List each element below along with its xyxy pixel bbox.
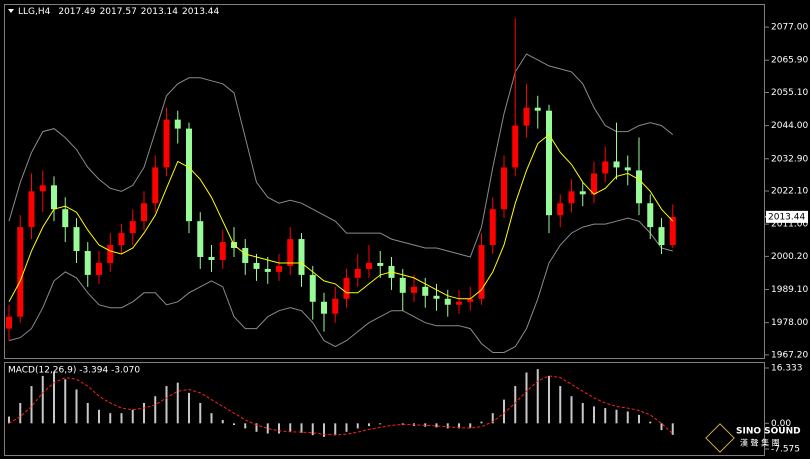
y-tick-label: 2011.00 (771, 220, 808, 230)
candle-body (197, 221, 204, 257)
header-value: 2013.44 (182, 7, 219, 17)
candle-body (647, 203, 654, 228)
candle-body (557, 203, 564, 216)
candle-body (523, 107, 530, 126)
candle-body (276, 265, 282, 272)
header-value: 2017.57 (100, 7, 137, 17)
candle-body (501, 167, 507, 210)
candle-body (332, 298, 339, 314)
bollinger-upper (8, 53, 674, 258)
candle-body (17, 227, 24, 317)
logo-name: SINO SOUND (736, 427, 801, 437)
candle-body (28, 191, 35, 228)
candle-body (343, 277, 350, 299)
candle-body (174, 119, 181, 129)
candle-body (568, 191, 575, 204)
y-tick-label: 1978.00 (771, 318, 808, 328)
candle-body (478, 245, 485, 299)
candle-body (366, 262, 372, 269)
header-value: 2017.49 (58, 7, 95, 17)
candle-body (253, 262, 260, 269)
y-tick-label: 2055.10 (771, 88, 808, 98)
candle-body (242, 248, 249, 263)
candle-body (433, 295, 440, 299)
candle-body (264, 268, 271, 272)
candle-body (579, 191, 586, 195)
candle-body (321, 301, 327, 314)
macd-panel (4, 362, 765, 456)
candle-body (591, 173, 597, 195)
y-tick-label: 2077.00 (771, 23, 808, 33)
candle-body (163, 119, 170, 168)
candle-body (422, 286, 429, 296)
candle-body (546, 110, 552, 216)
candle-body (399, 277, 406, 293)
candle-body (129, 221, 136, 234)
candle-body (118, 233, 125, 246)
header-value: 2013.14 (141, 7, 178, 17)
candle-body (489, 209, 496, 246)
candle-body (456, 301, 462, 305)
candle-body (107, 245, 114, 263)
logo: SINO SOUND 漢 聲 集 團 (705, 423, 801, 453)
candle-body (298, 239, 305, 275)
signal-line (8, 375, 674, 436)
y-tick-label: 1989.10 (771, 285, 808, 295)
bollinger-lower (8, 217, 673, 353)
candle-body (613, 161, 620, 168)
candle-body (354, 268, 361, 278)
chart-header: LLG,H4 2017.49 2017.57 2013.14 2013.44 (18, 7, 220, 17)
y-tick-label: 2044.00 (771, 121, 808, 131)
last-price-label: 2013.44 (768, 212, 805, 222)
y-tick-label: -7.575 (771, 445, 800, 455)
moving-average (8, 133, 674, 303)
candle-body (6, 316, 12, 329)
candle-body (624, 167, 631, 171)
y-tick-label: 16.333 (771, 364, 803, 374)
macd-label: MACD(12,26,9) -3.394 -3.070 (8, 366, 140, 376)
candle-body (84, 251, 91, 275)
candle-body (219, 242, 226, 260)
main-panel (4, 4, 765, 359)
candle-body (73, 227, 80, 252)
menu-arrow[interactable] (8, 9, 14, 13)
symbol: LLG,H4 (18, 7, 51, 17)
candle-body (51, 185, 57, 210)
logo-chinese: 漢 聲 集 團 (740, 438, 780, 448)
candle-body (512, 125, 519, 168)
y-tick-label: 0.00 (771, 419, 791, 429)
y-tick-label: 2032.90 (771, 154, 808, 164)
candle-body (96, 262, 102, 275)
candle-body (309, 274, 316, 302)
y-tick-label: 2065.90 (771, 56, 808, 66)
y-tick-label: 1967.20 (771, 350, 808, 360)
candle-body (62, 209, 69, 228)
y-tick-label: 2022.10 (771, 187, 808, 197)
logo-icon (705, 423, 735, 453)
candle-body (208, 256, 215, 260)
candle-body (39, 185, 46, 192)
candle-body (444, 298, 451, 305)
candle-body (658, 227, 665, 246)
candle-body (377, 262, 384, 266)
candle-body (534, 107, 541, 111)
candle-body (636, 170, 642, 204)
candle-body (411, 286, 417, 293)
candle-body (186, 128, 192, 222)
candle-body (467, 298, 474, 302)
last-price-box (766, 210, 808, 223)
candle-body (287, 239, 294, 266)
candle-body (669, 216, 676, 246)
y-tick-label: 2000.20 (771, 252, 808, 262)
candle-body (602, 161, 609, 174)
candle-body (141, 203, 147, 222)
candle-body (152, 167, 159, 204)
